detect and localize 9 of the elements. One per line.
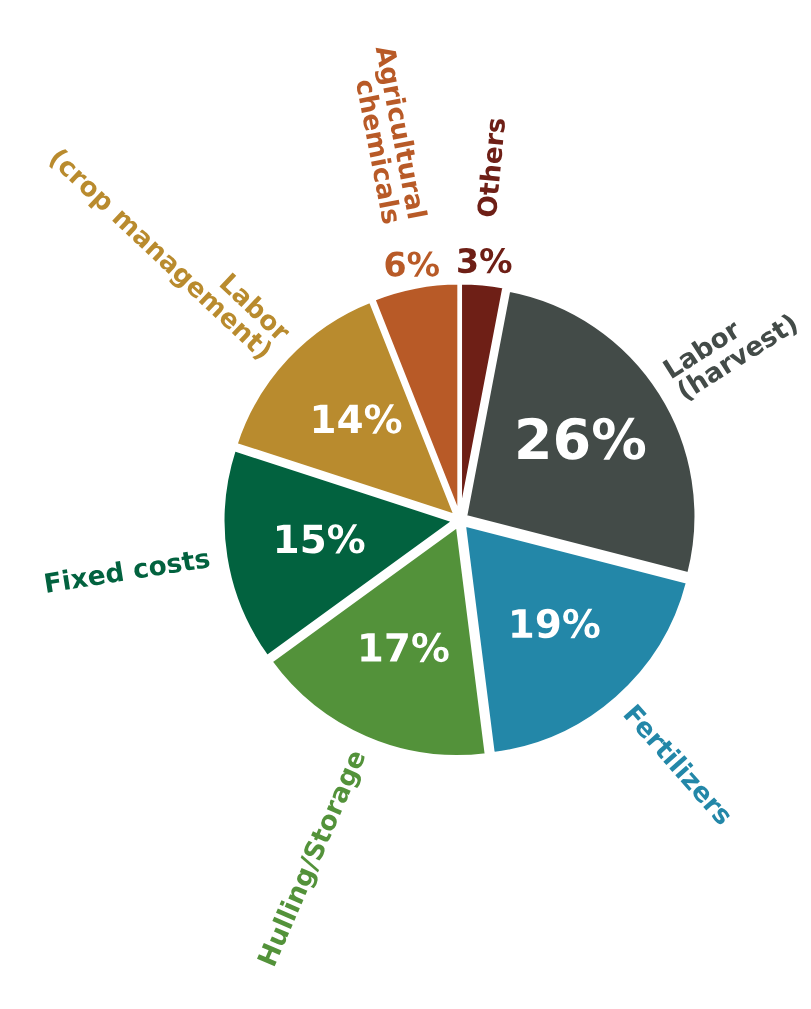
data-label: 17%	[361, 632, 449, 663]
data-label: 26%	[518, 417, 646, 460]
data-label: 19%	[512, 608, 600, 639]
slice-label: Others	[475, 117, 506, 218]
slice-label: Fixed costs	[44, 547, 211, 594]
data-label: 14%	[313, 404, 402, 434]
data-label: 6%	[385, 251, 439, 277]
data-label: 15%	[277, 524, 365, 554]
data-label: 3%	[458, 248, 512, 274]
